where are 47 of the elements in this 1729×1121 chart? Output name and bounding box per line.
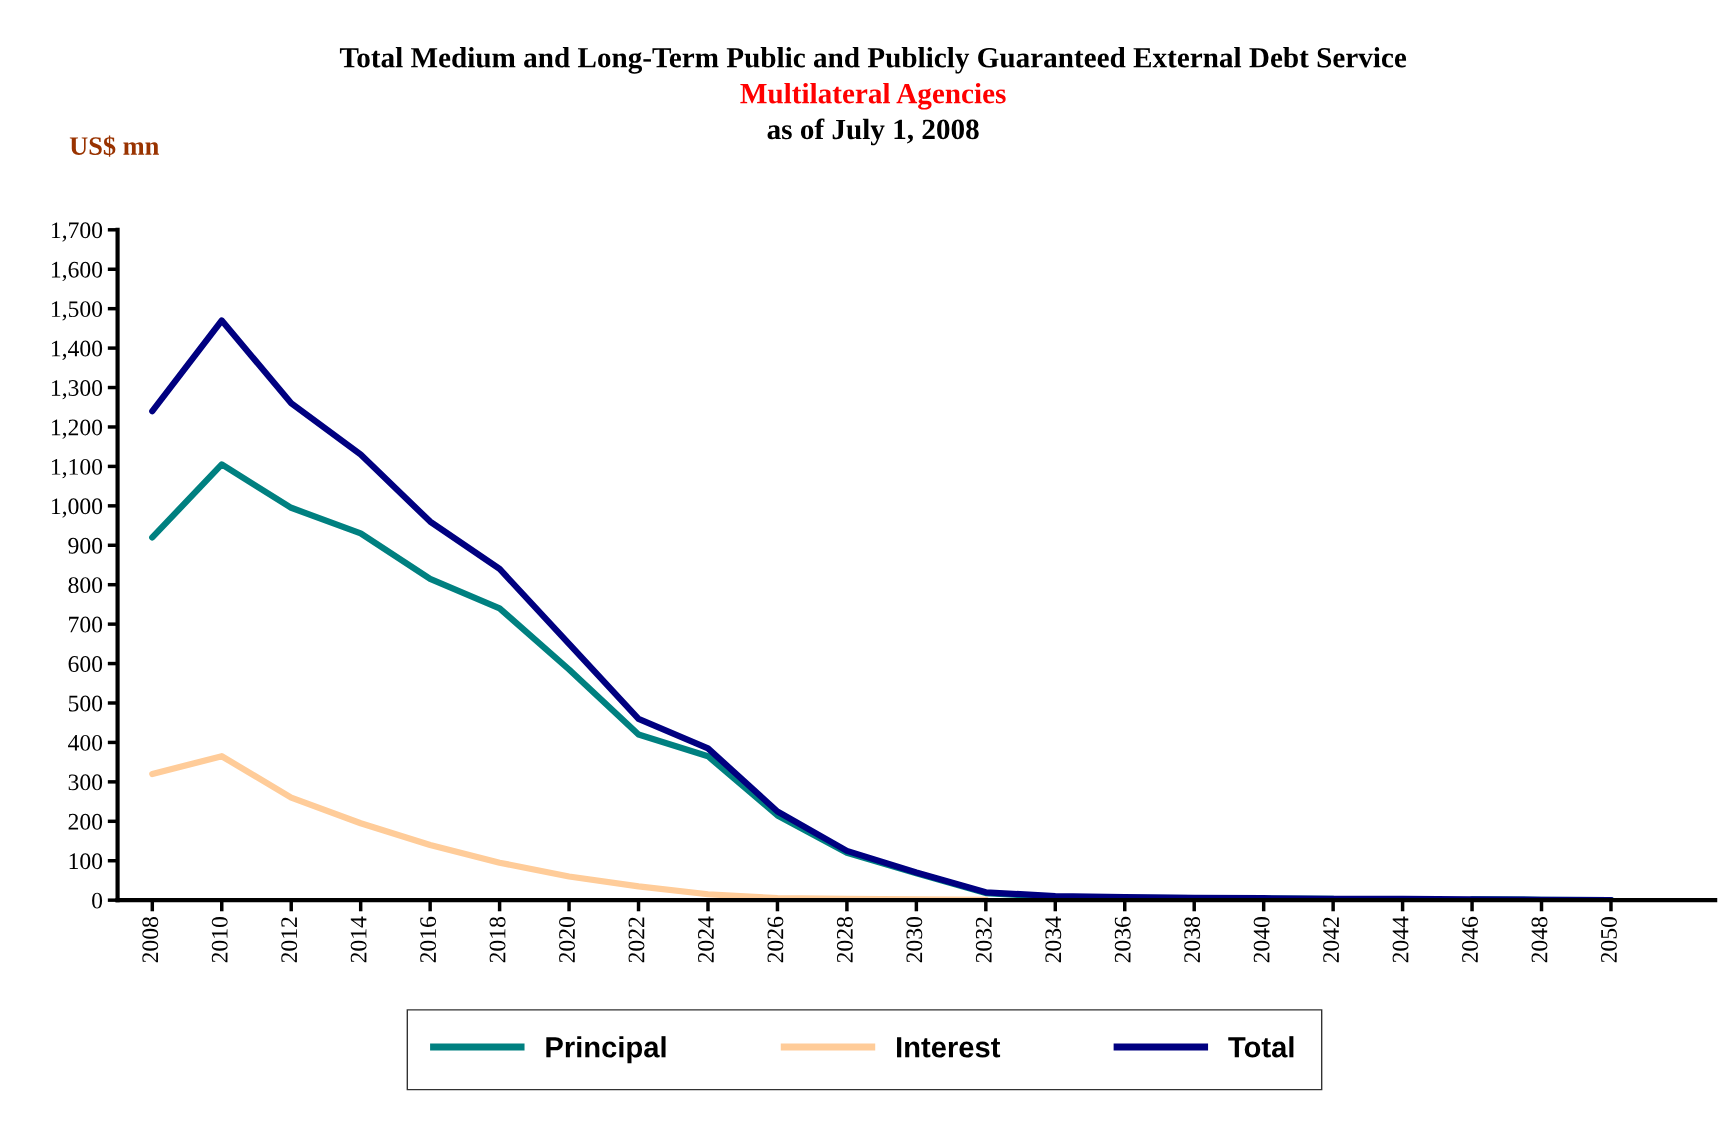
x-tick-label: 2022 (628, 917, 645, 963)
chart-subtitle: Multilateral Agencies (740, 82, 1006, 110)
y-tick-label: 400 (68, 734, 103, 751)
x-tick-label: 2030 (906, 917, 923, 963)
x-tick-label: 2024 (697, 916, 714, 963)
x-tick-label: 2012 (281, 917, 298, 963)
x-tick-label: 2038 (1184, 917, 1201, 963)
y-tick-label: 300 (68, 774, 103, 791)
x-tick-label: 2048 (1531, 917, 1548, 963)
x-tick-label: 2034 (1045, 916, 1062, 963)
y-tick-label: 200 (68, 813, 103, 830)
y-tick-label: 900 (68, 537, 103, 554)
chart-title: Total Medium and Long-Term Public and Publicly Guaranteed External Debt Service (339, 47, 1407, 74)
y-tick-label: 600 (68, 656, 103, 672)
x-tick-label: 2028 (836, 917, 853, 963)
legend-label: Interest (897, 1037, 1001, 1058)
legend-label: Total (1228, 1036, 1294, 1058)
y-axis-title: US$ mn (69, 135, 159, 157)
x-tick-label: 2032 (975, 917, 992, 963)
y-tick-label: 800 (68, 577, 103, 594)
y-tick-label: 500 (68, 695, 103, 712)
x-tick-label: 2040 (1253, 917, 1270, 963)
x-tick-label: 2050 (1600, 917, 1617, 963)
x-tick-label: 2036 (1114, 916, 1131, 963)
x-tick-label: 2010 (211, 917, 228, 963)
legend-label: Principal (546, 1036, 666, 1064)
y-tick-label: 100 (69, 853, 103, 870)
y-tick-label: 1,500 (51, 301, 103, 321)
x-tick-label: 2046 (1462, 916, 1478, 963)
y-tick-label: 700 (69, 616, 103, 633)
text: as of July 1, 2008 (767, 118, 979, 146)
x-tick-label: 2008 (142, 917, 159, 963)
y-tick-label: 1,000 (51, 498, 103, 518)
x-tick-label: 2042 (1323, 917, 1340, 963)
x-tick-label: 2014 (350, 916, 367, 963)
y-tick-label: 1,200 (51, 419, 103, 439)
y-tick-label: 1,300 (51, 380, 103, 400)
y-tick-label: 1,100 (51, 458, 103, 479)
x-tick-label: 2018 (489, 917, 506, 963)
y-tick-label: 1,600 (51, 261, 103, 282)
y-tick-label: 0 (92, 892, 103, 909)
y-tick-label: 1,700 (51, 222, 103, 242)
x-tick-label: 2044 (1392, 916, 1409, 963)
x-tick-label: 2020 (559, 917, 575, 963)
x-tick-label: 2026 (767, 916, 784, 963)
x-tick-label: 2016 (420, 916, 437, 963)
y-tick-label: 1,400 (51, 340, 103, 360)
